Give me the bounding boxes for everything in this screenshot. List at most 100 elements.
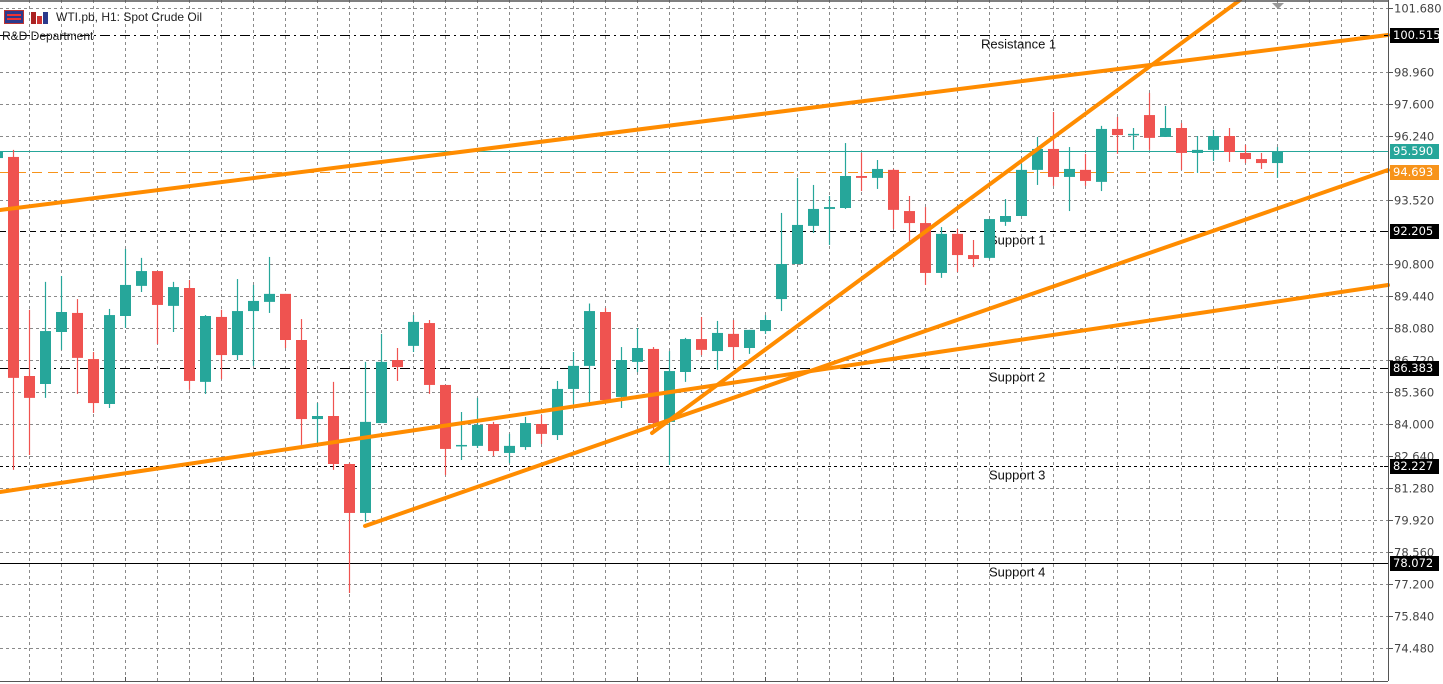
- axis-tick-label: 89.440: [1394, 290, 1434, 304]
- axis-tick-label: 77.200: [1394, 578, 1434, 592]
- trendline[interactable]: [363, 168, 1390, 528]
- candle: [440, 384, 451, 476]
- axis-tick-label: 88.080: [1394, 322, 1434, 336]
- axis-tick-label: 79.920: [1394, 514, 1434, 528]
- candle-body: [984, 219, 995, 258]
- price-tag-label: 82.227: [1393, 459, 1433, 473]
- candle: [56, 276, 67, 350]
- candle: [376, 333, 387, 424]
- candle-body: [456, 444, 467, 447]
- candle-body: [488, 424, 499, 452]
- candle-body: [504, 445, 515, 453]
- candle-body: [1192, 149, 1203, 153]
- candle-body: [760, 320, 771, 332]
- candle-body: [1032, 148, 1043, 170]
- candle: [40, 281, 51, 398]
- level-label: Support 1: [989, 233, 1045, 248]
- trading-icon[interactable]: [30, 10, 50, 24]
- candle-body: [520, 423, 531, 448]
- candle: [408, 315, 419, 352]
- candle-body: [904, 211, 915, 224]
- chart-frame: [0, 0, 1389, 682]
- candle: [1256, 152, 1267, 169]
- candle: [536, 415, 547, 444]
- candle: [936, 227, 947, 278]
- candle: [808, 184, 819, 233]
- candle: [1272, 147, 1283, 178]
- candle: [104, 308, 115, 408]
- candle: [904, 196, 915, 244]
- candle: [632, 328, 643, 372]
- candle: [168, 281, 179, 332]
- candle: [888, 168, 899, 229]
- price-tag: [1390, 144, 1439, 159]
- candle-body: [808, 208, 819, 226]
- candle-body: [1080, 169, 1091, 181]
- candle-body: [600, 312, 611, 400]
- axis-tick-label: 93.520: [1394, 194, 1434, 208]
- candle: [152, 271, 163, 344]
- candle: [1064, 147, 1075, 212]
- candle-body: [1048, 148, 1059, 177]
- candle-body: [120, 284, 131, 316]
- candle-body: [712, 332, 723, 352]
- candle: [120, 248, 131, 328]
- candle: [1032, 136, 1043, 185]
- chart-subtitle: R&D Department: [2, 29, 94, 43]
- candle: [600, 308, 611, 400]
- candle: [1144, 92, 1155, 150]
- trendline[interactable]: [0, 33, 1390, 212]
- trendlines[interactable]: [0, 0, 1390, 528]
- candle: [8, 149, 19, 470]
- candle-body-partial: [0, 151, 3, 159]
- candle-body: [840, 176, 851, 208]
- trendline[interactable]: [0, 283, 1390, 494]
- candle: [88, 352, 99, 413]
- candle-body: [8, 156, 19, 378]
- candle-body: [1112, 128, 1123, 136]
- candle-body: [40, 331, 51, 384]
- candle: [568, 352, 579, 404]
- candle: [744, 329, 755, 354]
- candle: [584, 303, 595, 404]
- candle-body: [936, 233, 947, 273]
- candle-body: [824, 207, 835, 209]
- candle: [680, 337, 691, 382]
- candle-body: [1144, 115, 1155, 138]
- price-tag: [1390, 28, 1439, 43]
- candle: [1176, 123, 1187, 170]
- candle-body: [632, 348, 643, 362]
- candle: [1192, 136, 1203, 173]
- candle-body: [536, 424, 547, 434]
- chart-shift-marker[interactable]: [1272, 3, 1284, 9]
- candle: [776, 212, 787, 312]
- candle-body: [1176, 128, 1187, 153]
- candle-body: [568, 365, 579, 389]
- axis-tick-label: 97.600: [1394, 98, 1434, 112]
- candle: [328, 381, 339, 470]
- candle: [200, 315, 211, 394]
- candle-body: [872, 168, 883, 178]
- price-tag: [1390, 224, 1439, 239]
- candle-body: [648, 348, 659, 424]
- candle: [1160, 105, 1171, 137]
- candle: [648, 347, 659, 432]
- axis-tick-label: 96.240: [1394, 130, 1434, 144]
- price-tag-label: 92.205: [1393, 224, 1433, 238]
- axis-tick-label: 85.360: [1394, 386, 1434, 400]
- level-label: Support 3: [989, 468, 1045, 483]
- candle-body: [776, 264, 787, 300]
- candle-body: [968, 255, 979, 260]
- level-label: Support 4: [989, 565, 1045, 580]
- chart-menu-icon[interactable]: [4, 10, 24, 24]
- candle-body: [664, 371, 675, 422]
- candle-body: [680, 339, 691, 372]
- candlesticks: [0, 92, 1283, 593]
- candle-body: [136, 271, 147, 286]
- axis-tick-label: 75.840: [1394, 610, 1434, 624]
- candle-body: [616, 360, 627, 397]
- trendline[interactable]: [650, 0, 1242, 435]
- candle: [984, 219, 995, 260]
- horizontal-levels: Resistance 1 Support 1 Support 2 Support 3 S…: [0, 35, 1388, 580]
